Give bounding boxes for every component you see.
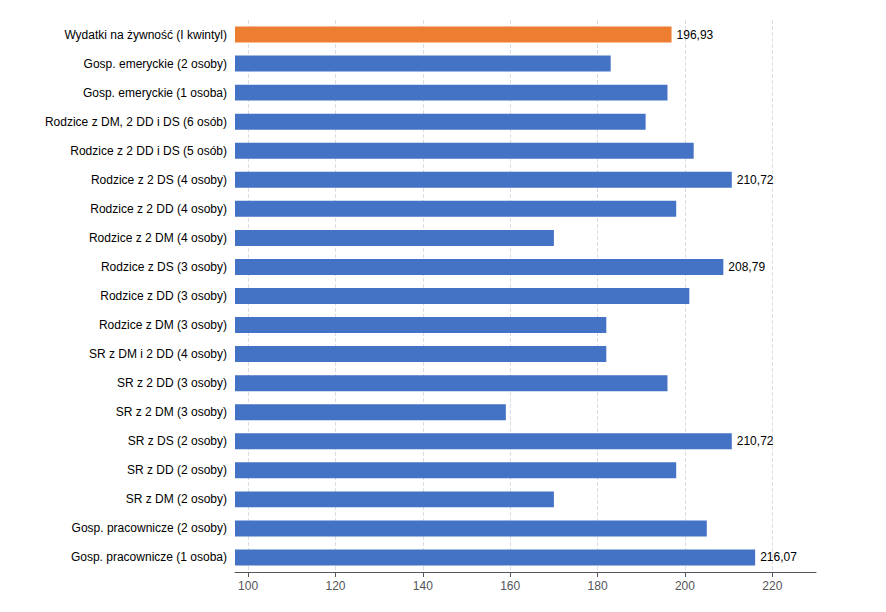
svg-text:160: 160: [500, 579, 520, 593]
svg-text:Gosp. pracownicze (2 osoby): Gosp. pracownicze (2 osoby): [72, 521, 227, 535]
svg-text:Rodzice z 2 DS (4 osoby): Rodzice z 2 DS (4 osoby): [91, 173, 227, 187]
svg-text:Gosp. pracownicze (1 osoba): Gosp. pracownicze (1 osoba): [71, 550, 227, 564]
svg-text:Rodzice z 2 DD i DS (5 osób): Rodzice z 2 DD i DS (5 osób): [70, 144, 227, 158]
svg-text:Rodzice z 2 DM (4 osoby): Rodzice z 2 DM (4 osoby): [89, 231, 227, 245]
svg-text:Rodzice z 2 DD (4 osoby): Rodzice z 2 DD (4 osoby): [90, 202, 227, 216]
svg-text:100: 100: [238, 579, 258, 593]
svg-text:Wydatki na żywność (I kwintyl): Wydatki na żywność (I kwintyl): [64, 28, 227, 42]
svg-text:200: 200: [675, 579, 695, 593]
svg-text:SR z 2 DM (3 osoby): SR z 2 DM (3 osoby): [116, 405, 227, 419]
svg-text:208,79: 208,79: [728, 260, 765, 274]
svg-text:220: 220: [762, 579, 782, 593]
svg-text:SR z DS (2 osoby): SR z DS (2 osoby): [128, 434, 227, 448]
svg-text:Rodzice z DM, 2 DD i DS (6 osó: Rodzice z DM, 2 DD i DS (6 osób): [45, 115, 227, 129]
svg-text:SR z DM i 2 DD (4 osoby): SR z DM i 2 DD (4 osoby): [89, 347, 227, 361]
svg-text:Gosp. emeryckie (1 osoba): Gosp. emeryckie (1 osoba): [83, 86, 227, 100]
svg-text:SR z DM (2 osoby): SR z DM (2 osoby): [126, 492, 227, 506]
svg-text:196,93: 196,93: [677, 28, 714, 42]
svg-text:140: 140: [413, 579, 433, 593]
svg-text:Gosp. emeryckie (2 osoby): Gosp. emeryckie (2 osoby): [84, 57, 227, 71]
svg-text:210,72: 210,72: [737, 434, 774, 448]
svg-text:Rodzice z DS (3 osoby): Rodzice z DS (3 osoby): [101, 260, 227, 274]
svg-text:SR z DD (2 osoby): SR z DD (2 osoby): [127, 463, 227, 477]
svg-text:180: 180: [588, 579, 608, 593]
svg-text:Rodzice z DD (3 osoby): Rodzice z DD (3 osoby): [100, 289, 227, 303]
svg-text:Rodzice z DM (3 osoby): Rodzice z DM (3 osoby): [99, 318, 227, 332]
svg-text:SR z 2 DD (3 osoby): SR z 2 DD (3 osoby): [117, 376, 227, 390]
svg-text:120: 120: [325, 579, 345, 593]
svg-text:210,72: 210,72: [737, 173, 774, 187]
svg-text:216,07: 216,07: [760, 550, 797, 564]
